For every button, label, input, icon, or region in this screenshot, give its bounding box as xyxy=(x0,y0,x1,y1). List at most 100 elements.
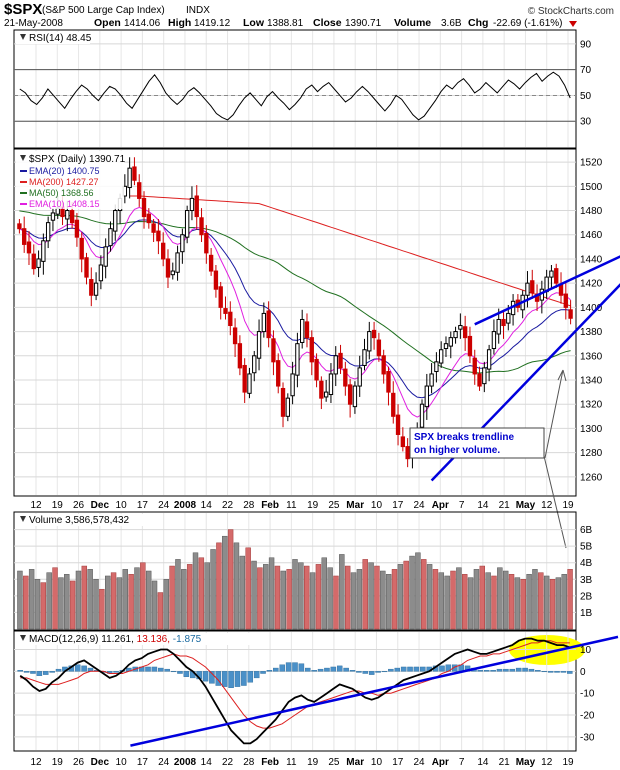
volume-bar xyxy=(81,565,88,630)
candle xyxy=(467,335,473,357)
volume-bar xyxy=(292,559,298,630)
candle xyxy=(261,312,267,333)
candle xyxy=(482,367,487,385)
open-label: Open xyxy=(94,17,121,29)
macd-histogram-bar xyxy=(30,671,36,674)
candle xyxy=(213,270,219,290)
x-tick-label: 21 xyxy=(499,500,511,511)
volume-bar xyxy=(110,572,117,630)
candle xyxy=(165,258,171,278)
x-tick-label: 2008 xyxy=(174,500,197,511)
ema10-line xyxy=(19,206,571,418)
macd-histogram-bar xyxy=(81,665,87,672)
macd-title: MACD(12,26,9) 11.261, 13.136, -1.875 xyxy=(29,634,202,645)
candle xyxy=(132,166,137,181)
ma50-line xyxy=(19,210,571,374)
y-tick-label: -10 xyxy=(580,689,595,700)
volume-bar xyxy=(502,570,509,630)
x-tick-label: 17 xyxy=(137,500,149,511)
macd-histogram-bar xyxy=(477,670,484,672)
macd-histogram-bar xyxy=(400,666,407,672)
volume-bar xyxy=(526,574,532,630)
x-tick-label: 12 xyxy=(30,757,42,768)
macd-signal-line xyxy=(20,640,570,729)
candle xyxy=(525,282,530,296)
volume-bar xyxy=(163,579,169,630)
x-tick-label: Mar xyxy=(346,757,364,768)
y-tick-label: 1400 xyxy=(580,303,603,314)
macd-histogram-bar xyxy=(515,667,522,672)
macd-histogram-bar xyxy=(74,664,81,672)
x-tick-label: 7 xyxy=(459,757,465,768)
candle xyxy=(371,329,377,339)
macd-histogram-bar xyxy=(209,671,215,684)
macd-histogram-bar xyxy=(522,667,528,672)
x-tick-label: Feb xyxy=(261,500,279,511)
candle xyxy=(266,310,271,339)
x-tick-label: 19 xyxy=(52,757,64,768)
chg-value: -22.69 (-1.61%) xyxy=(493,18,562,29)
x-tick-label: 12 xyxy=(541,500,553,511)
y-tick-label: 1500 xyxy=(580,182,603,193)
volume-bar xyxy=(216,542,222,630)
ma200-line xyxy=(129,195,571,307)
x-tick-label: 17 xyxy=(137,757,149,768)
volume-bar xyxy=(23,575,29,630)
volume-bar xyxy=(116,577,123,630)
candle xyxy=(280,387,286,417)
macd-histogram-bar xyxy=(356,671,362,673)
volume-bar xyxy=(128,574,134,630)
candle xyxy=(276,360,281,387)
candle xyxy=(175,252,180,273)
candle xyxy=(208,254,214,272)
macd-histogram-bar xyxy=(177,671,183,674)
x-tick-label: 22 xyxy=(222,757,234,768)
y-tick-label: 6B xyxy=(580,525,593,536)
x-tick-label: Apr xyxy=(432,500,449,511)
macd-panel: -30 -20 -10 0 10 MACD(12,26,9) 11.261, 13.13… xyxy=(13,630,619,752)
candle xyxy=(549,270,554,278)
candle xyxy=(252,355,257,374)
candle xyxy=(36,258,41,268)
volume-bar xyxy=(175,559,181,630)
candle xyxy=(400,436,406,448)
volume-bar xyxy=(122,569,128,630)
legend-entry: MA(200) 1427.27 xyxy=(29,177,99,187)
candle xyxy=(395,414,401,435)
macd-histogram-bar xyxy=(567,671,573,674)
y-tick-label: -30 xyxy=(580,732,595,743)
volume-bar xyxy=(374,565,380,630)
low-value: 1388.81 xyxy=(267,18,304,29)
macd-histogram-bar xyxy=(496,668,503,672)
candle xyxy=(22,228,27,245)
macd-histogram-bar xyxy=(336,665,343,672)
volume-bar xyxy=(432,569,439,630)
volume-bar xyxy=(46,572,52,630)
candle xyxy=(26,241,32,254)
x-tick-label: 24 xyxy=(158,500,170,511)
candle xyxy=(347,384,353,405)
volume-bar xyxy=(327,567,333,630)
rsi-legend-icon xyxy=(20,34,26,40)
volume-bar xyxy=(58,577,64,630)
candle xyxy=(17,223,22,230)
volume-bar xyxy=(520,579,526,630)
macd-histogram-bar xyxy=(368,671,375,675)
volume-bar xyxy=(368,562,374,630)
y-tick-label: 1320 xyxy=(580,400,603,411)
y-tick-label: 1420 xyxy=(580,279,603,290)
x-tick-label: Dec xyxy=(91,500,110,511)
x-tick-label: 21 xyxy=(499,757,511,768)
volume-bar xyxy=(303,565,310,630)
x-tick-label: May xyxy=(516,757,536,768)
volume-bar xyxy=(339,554,345,630)
x-tick-label: 7 xyxy=(459,500,465,511)
candle xyxy=(501,318,506,327)
y-tick-label: 1460 xyxy=(580,230,603,241)
candle xyxy=(376,339,382,357)
candle xyxy=(199,217,204,236)
candle xyxy=(333,355,338,375)
x-tick-label: 10 xyxy=(371,500,383,511)
x-tick-label: 12 xyxy=(30,500,42,511)
annotation-pointer xyxy=(543,369,567,549)
